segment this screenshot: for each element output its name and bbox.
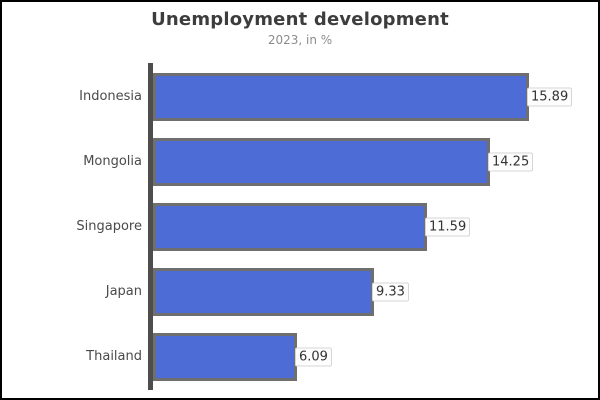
value-label: 9.33 bbox=[372, 282, 409, 302]
bar-row: Mongolia 14.25 bbox=[2, 138, 598, 186]
value-label: 14.25 bbox=[488, 152, 534, 172]
value-label: 11.59 bbox=[425, 217, 471, 237]
chart-subtitle: 2023, in % bbox=[267, 33, 333, 47]
bar: 6.09 bbox=[153, 333, 332, 381]
bar: 11.59 bbox=[153, 203, 471, 251]
bar: 9.33 bbox=[153, 268, 409, 316]
category-label: Indonesia bbox=[79, 89, 142, 104]
category-label: Thailand bbox=[86, 349, 142, 364]
category-label: Singapore bbox=[76, 219, 142, 234]
bar-row: Thailand 6.09 bbox=[2, 333, 598, 381]
chart-title: Unemployment development bbox=[151, 9, 449, 30]
category-label: Mongolia bbox=[83, 154, 142, 169]
bar-row: Japan 9.33 bbox=[2, 268, 598, 316]
category-label: Japan bbox=[105, 284, 142, 299]
bar: 14.25 bbox=[153, 138, 534, 186]
y-axis-line bbox=[148, 63, 153, 390]
value-label: 15.89 bbox=[527, 87, 573, 107]
bar-row: Indonesia 15.89 bbox=[2, 73, 598, 121]
value-label: 6.09 bbox=[295, 347, 332, 367]
bar: 15.89 bbox=[153, 73, 573, 121]
bar-row: Singapore 11.59 bbox=[2, 203, 598, 251]
